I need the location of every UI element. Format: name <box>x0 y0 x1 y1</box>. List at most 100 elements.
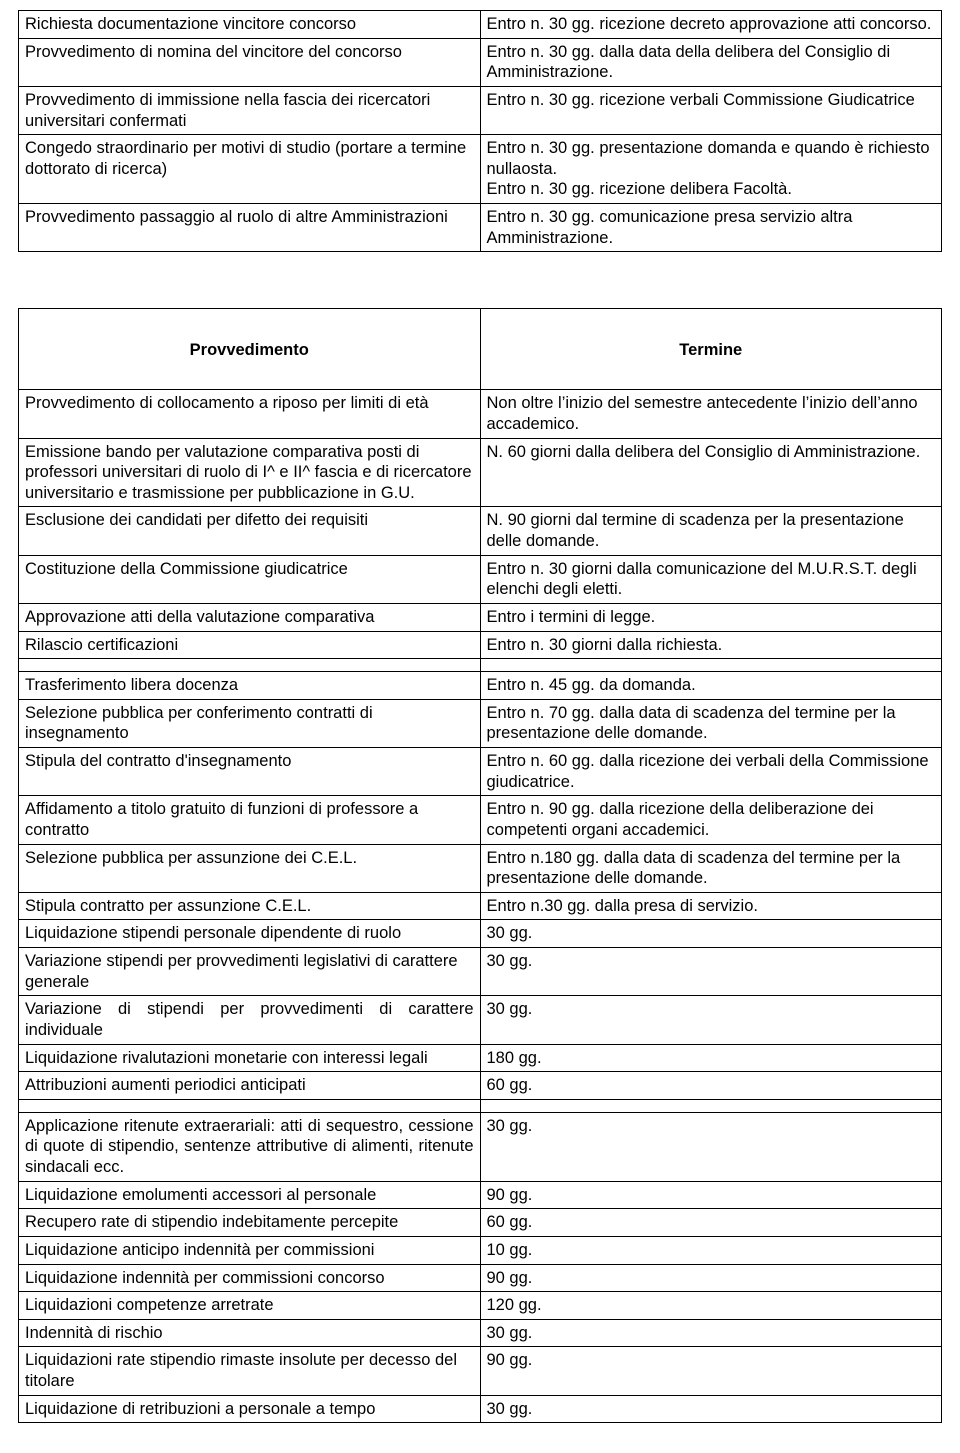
provvedimento-cell: Liquidazione anticipo indennità per comm… <box>19 1236 481 1264</box>
termine-cell: Entro n. 45 gg. da domanda. <box>480 672 942 700</box>
table-row: Variazione stipendi per provvedimenti le… <box>19 948 942 996</box>
provvedimento-cell: Approvazione atti della valutazione comp… <box>19 603 481 631</box>
termine-cell: 90 gg. <box>480 1181 942 1209</box>
termine-cell: 30 gg. <box>480 996 942 1044</box>
table-2: Provvedimento Termine Provvedimento di c… <box>18 308 942 1423</box>
table-row: Congedo straordinario per motivi di stud… <box>19 135 942 204</box>
table-row: Liquidazione emolumenti accessori al per… <box>19 1181 942 1209</box>
table-1: Richiesta documentazione vincitore conco… <box>18 10 942 252</box>
table-row: Approvazione atti della valutazione comp… <box>19 603 942 631</box>
termine-cell: 30 gg. <box>480 1112 942 1181</box>
table-row: Costituzione della Commissione giudicatr… <box>19 555 942 603</box>
table-2-header-provvedimento: Provvedimento <box>19 309 481 390</box>
table-row: Emissione bando per valutazione comparat… <box>19 438 942 507</box>
spacer-cell <box>480 1099 942 1112</box>
provvedimento-cell: Selezione pubblica per conferimento cont… <box>19 699 481 747</box>
termine-cell: Entro n. 30 gg. ricezione verbali Commis… <box>480 86 942 134</box>
termine-cell: 30 gg. <box>480 1319 942 1347</box>
provvedimento-cell: Provvedimento di collocamento a riposo p… <box>19 390 481 438</box>
table-2-header-row: Provvedimento Termine <box>19 309 942 390</box>
termine-cell: Entro n.180 gg. dalla data di scadenza d… <box>480 844 942 892</box>
table-row: Liquidazione stipendi personale dipenden… <box>19 920 942 948</box>
termine-cell: Entro n. 30 giorni dalla comunicazione d… <box>480 555 942 603</box>
table-row: Recupero rate di stipendio indebitamente… <box>19 1209 942 1237</box>
table-row: Liquidazione di retribuzioni a personale… <box>19 1395 942 1423</box>
provvedimento-cell: Richiesta documentazione vincitore conco… <box>19 11 481 39</box>
termine-cell: 30 gg. <box>480 948 942 996</box>
table-row: Affidamento a titolo gratuito di funzion… <box>19 796 942 844</box>
termine-cell: 180 gg. <box>480 1044 942 1072</box>
termine-cell: Entro n. 90 gg. dalla ricezione della de… <box>480 796 942 844</box>
provvedimento-cell: Costituzione della Commissione giudicatr… <box>19 555 481 603</box>
table-row: Richiesta documentazione vincitore conco… <box>19 11 942 39</box>
provvedimento-cell: Variazione stipendi per provvedimenti le… <box>19 948 481 996</box>
termine-cell: N. 90 giorni dal termine di scadenza per… <box>480 507 942 555</box>
table-row: Liquidazione anticipo indennità per comm… <box>19 1236 942 1264</box>
table-row: Liquidazioni rate stipendio rimaste inso… <box>19 1347 942 1395</box>
provvedimento-cell: Provvedimento di immissione nella fascia… <box>19 86 481 134</box>
table-row: Liquidazioni competenze arretrate120 gg. <box>19 1292 942 1320</box>
table-gap <box>18 252 942 308</box>
spacer-cell <box>19 1099 481 1112</box>
table-row: Applicazione ritenute extraerariali: att… <box>19 1112 942 1181</box>
termine-cell: Entro n. 60 gg. dalla ricezione dei verb… <box>480 748 942 796</box>
termine-cell: Entro n.30 gg. dalla presa di servizio. <box>480 892 942 920</box>
table-row: Provvedimento di nomina del vincitore de… <box>19 38 942 86</box>
provvedimento-cell: Attribuzioni aumenti periodici anticipat… <box>19 1072 481 1100</box>
termine-cell: 10 gg. <box>480 1236 942 1264</box>
termine-cell: Non oltre l’inizio del semestre antecede… <box>480 390 942 438</box>
table-row: Provvedimento di immissione nella fascia… <box>19 86 942 134</box>
termine-cell: Entro n. 30 gg. presentazione domanda e … <box>480 135 942 204</box>
provvedimento-cell: Applicazione ritenute extraerariali: att… <box>19 1112 481 1181</box>
provvedimento-cell: Selezione pubblica per assunzione dei C.… <box>19 844 481 892</box>
spacer-cell <box>19 659 481 672</box>
termine-cell: 90 gg. <box>480 1264 942 1292</box>
termine-cell: 120 gg. <box>480 1292 942 1320</box>
table-row: Liquidazione rivalutazioni monetarie con… <box>19 1044 942 1072</box>
table-row: Indennità di rischio30 gg. <box>19 1319 942 1347</box>
termine-cell: Entro n. 30 gg. comunicazione presa serv… <box>480 204 942 252</box>
provvedimento-cell: Provvedimento di nomina del vincitore de… <box>19 38 481 86</box>
provvedimento-cell: Liquidazioni competenze arretrate <box>19 1292 481 1320</box>
termine-cell: 30 gg. <box>480 920 942 948</box>
provvedimento-cell: Recupero rate di stipendio indebitamente… <box>19 1209 481 1237</box>
table-row: Trasferimento libera docenzaEntro n. 45 … <box>19 672 942 700</box>
provvedimento-cell: Liquidazione emolumenti accessori al per… <box>19 1181 481 1209</box>
termine-cell: Entro n. 30 gg. dalla data della deliber… <box>480 38 942 86</box>
termine-cell: Entro n. 70 gg. dalla data di scadenza d… <box>480 699 942 747</box>
provvedimento-cell: Provvedimento passaggio al ruolo di altr… <box>19 204 481 252</box>
provvedimento-cell: Affidamento a titolo gratuito di funzion… <box>19 796 481 844</box>
table-row: Provvedimento di collocamento a riposo p… <box>19 390 942 438</box>
termine-cell: 90 gg. <box>480 1347 942 1395</box>
page: Richiesta documentazione vincitore conco… <box>0 0 960 1453</box>
termine-cell: N. 60 giorni dalla delibera del Consigli… <box>480 438 942 507</box>
table-row: Selezione pubblica per assunzione dei C.… <box>19 844 942 892</box>
table-row: Selezione pubblica per conferimento cont… <box>19 699 942 747</box>
table-row <box>19 1099 942 1112</box>
termine-cell: Entro n. 30 giorni dalla richiesta. <box>480 631 942 659</box>
provvedimento-cell: Trasferimento libera docenza <box>19 672 481 700</box>
provvedimento-cell: Liquidazioni rate stipendio rimaste inso… <box>19 1347 481 1395</box>
provvedimento-cell: Indennità di rischio <box>19 1319 481 1347</box>
termine-cell: 60 gg. <box>480 1209 942 1237</box>
table-row: Stipula contratto per assunzione C.E.L.E… <box>19 892 942 920</box>
table-row: Esclusione dei candidati per difetto dei… <box>19 507 942 555</box>
provvedimento-cell: Stipula contratto per assunzione C.E.L. <box>19 892 481 920</box>
table-row: Stipula del contratto d'insegnamentoEntr… <box>19 748 942 796</box>
provvedimento-cell: Liquidazione indennità per commissioni c… <box>19 1264 481 1292</box>
provvedimento-cell: Stipula del contratto d'insegnamento <box>19 748 481 796</box>
provvedimento-cell: Emissione bando per valutazione comparat… <box>19 438 481 507</box>
table-row: Variazione di stipendi per provvedimenti… <box>19 996 942 1044</box>
provvedimento-cell: Rilascio certificazioni <box>19 631 481 659</box>
table-row: Liquidazione indennità per commissioni c… <box>19 1264 942 1292</box>
provvedimento-cell: Esclusione dei candidati per difetto dei… <box>19 507 481 555</box>
table-row: Attribuzioni aumenti periodici anticipat… <box>19 1072 942 1100</box>
table-row <box>19 659 942 672</box>
provvedimento-cell: Liquidazione di retribuzioni a personale… <box>19 1395 481 1423</box>
table-row: Provvedimento passaggio al ruolo di altr… <box>19 204 942 252</box>
termine-cell: 60 gg. <box>480 1072 942 1100</box>
provvedimento-cell: Variazione di stipendi per provvedimenti… <box>19 996 481 1044</box>
termine-cell: Entro i termini di legge. <box>480 603 942 631</box>
spacer-cell <box>480 659 942 672</box>
termine-cell: 30 gg. <box>480 1395 942 1423</box>
